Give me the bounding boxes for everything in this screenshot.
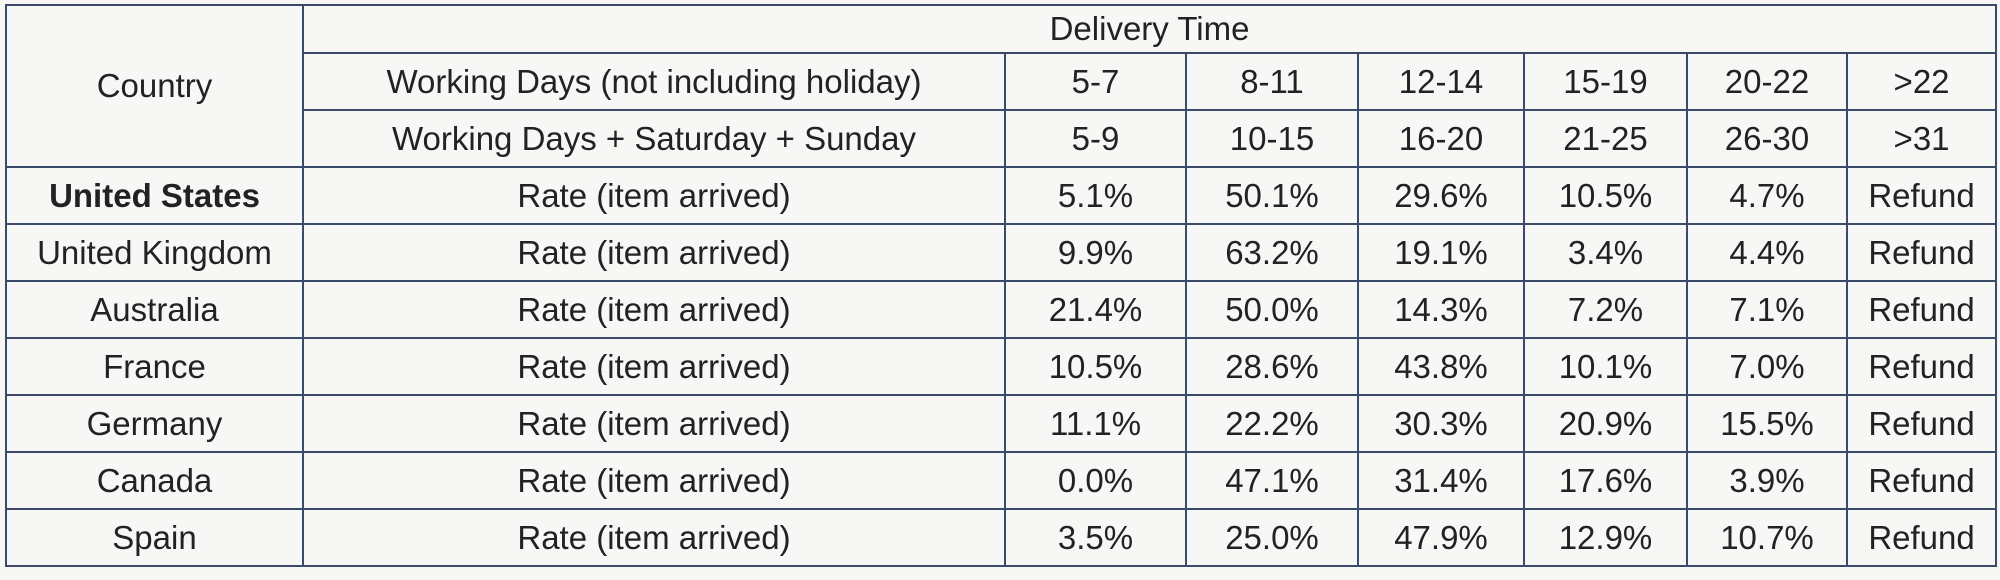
country-name: France <box>5 337 304 396</box>
rate-cell: 47.1% <box>1185 451 1359 510</box>
day-type-label: Working Days (not including holiday) <box>302 52 1006 111</box>
country-name: Germany <box>5 394 304 453</box>
measure-label: Rate (item arrived) <box>302 508 1006 567</box>
rate-cell: 11.1% <box>1004 394 1187 453</box>
country-header: Country <box>5 4 304 168</box>
day-range: 12-14 <box>1357 52 1525 111</box>
day-range: 20-22 <box>1686 52 1848 111</box>
day-range: 10-15 <box>1185 109 1359 168</box>
day-range: >22 <box>1845 52 1998 111</box>
measure-label: Rate (item arrived) <box>302 394 1006 453</box>
table-body: Country Delivery Time Working Days (not in… <box>5 4 1998 567</box>
table-row: Working Days (not including holiday) 5-7 8… <box>6 52 1998 111</box>
country-name: United Kingdom <box>5 223 304 282</box>
rate-cell: 63.2% <box>1185 223 1359 282</box>
rate-cell: Refund <box>1845 394 1998 453</box>
rate-cell: 7.2% <box>1523 280 1688 339</box>
rate-cell: 3.9% <box>1686 451 1848 510</box>
measure-label: Rate (item arrived) <box>302 223 1006 282</box>
rate-cell: 10.7% <box>1686 508 1848 567</box>
day-range: 5-9 <box>1004 109 1187 168</box>
rate-cell: Refund <box>1845 223 1998 282</box>
measure-label: Rate (item arrived) <box>302 451 1006 510</box>
rate-cell: 28.6% <box>1185 337 1359 396</box>
table-row: France Rate (item arrived) 10.5% 28.6% 43.8%… <box>5 337 1998 396</box>
rate-cell: 21.4% <box>1004 280 1187 339</box>
table-row: Germany Rate (item arrived) 11.1% 22.2% 30.3… <box>5 394 1998 453</box>
rate-cell: Refund <box>1845 166 1998 225</box>
rate-cell: 7.1% <box>1686 280 1848 339</box>
rate-cell: 31.4% <box>1357 451 1525 510</box>
rate-cell: 0.0% <box>1004 451 1187 510</box>
rate-cell: Refund <box>1845 508 1998 567</box>
rate-cell: 19.1% <box>1357 223 1525 282</box>
measure-label: Rate (item arrived) <box>302 166 1006 225</box>
table-row: Working Days + Saturday + Sunday 5-9 10-15… <box>6 109 1998 168</box>
rate-cell: 30.3% <box>1357 394 1525 453</box>
rate-cell: 20.9% <box>1523 394 1688 453</box>
table-row: United Kingdom Rate (item arrived) 9.9% 63.… <box>5 223 1998 282</box>
table-row: Canada Rate (item arrived) 0.0% 47.1% 31.4% 1… <box>5 451 1998 510</box>
rate-cell: 3.5% <box>1004 508 1187 567</box>
rate-cell: 43.8% <box>1357 337 1525 396</box>
rate-cell: 12.9% <box>1523 508 1688 567</box>
rate-cell: Refund <box>1845 337 1998 396</box>
rate-cell: Refund <box>1845 280 1998 339</box>
rate-cell: 14.3% <box>1357 280 1525 339</box>
rate-cell: 50.1% <box>1185 166 1359 225</box>
day-range: 21-25 <box>1523 109 1688 168</box>
rate-cell: 4.4% <box>1686 223 1848 282</box>
measure-label: Rate (item arrived) <box>302 337 1006 396</box>
delivery-table: Country Delivery Time Working Days (not in… <box>5 4 1998 567</box>
group-header: Delivery Time <box>301 4 1998 54</box>
rate-cell: 10.1% <box>1523 337 1688 396</box>
country-name: Spain <box>5 508 304 567</box>
rate-cell: 10.5% <box>1523 166 1688 225</box>
rate-cell: 25.0% <box>1185 508 1359 567</box>
day-range: 16-20 <box>1357 109 1525 168</box>
rate-cell: 3.4% <box>1523 223 1688 282</box>
day-range: 8-11 <box>1185 52 1359 111</box>
country-name: Australia <box>5 280 304 339</box>
rate-cell: 29.6% <box>1357 166 1525 225</box>
rate-cell: 15.5% <box>1686 394 1848 453</box>
country-name: Canada <box>5 451 304 510</box>
rate-cell: 10.5% <box>1004 337 1187 396</box>
rate-cell: 9.9% <box>1004 223 1187 282</box>
day-range: 26-30 <box>1686 109 1848 168</box>
day-range: >31 <box>1845 109 1998 168</box>
day-type-label: Working Days + Saturday + Sunday <box>302 109 1006 168</box>
measure-label: Rate (item arrived) <box>302 280 1006 339</box>
rate-cell: 22.2% <box>1185 394 1359 453</box>
rate-cell: 50.0% <box>1185 280 1359 339</box>
rate-cell: Refund <box>1845 451 1998 510</box>
rate-cell: 17.6% <box>1523 451 1688 510</box>
table-row: Country Delivery Time <box>5 4 1998 168</box>
rate-cell: 7.0% <box>1686 337 1848 396</box>
rate-cell: 4.7% <box>1686 166 1848 225</box>
table-row: Australia Rate (item arrived) 21.4% 50.0% 14… <box>5 280 1998 339</box>
day-range: 15-19 <box>1523 52 1688 111</box>
table-row: Spain Rate (item arrived) 3.5% 25.0% 47.9% 12… <box>5 508 1998 567</box>
country-name: United States <box>5 166 304 225</box>
day-range: 5-7 <box>1004 52 1187 111</box>
table-row: United States Rate (item arrived) 5.1% 50.1… <box>5 166 1998 225</box>
rate-cell: 47.9% <box>1357 508 1525 567</box>
rate-cell: 5.1% <box>1004 166 1187 225</box>
